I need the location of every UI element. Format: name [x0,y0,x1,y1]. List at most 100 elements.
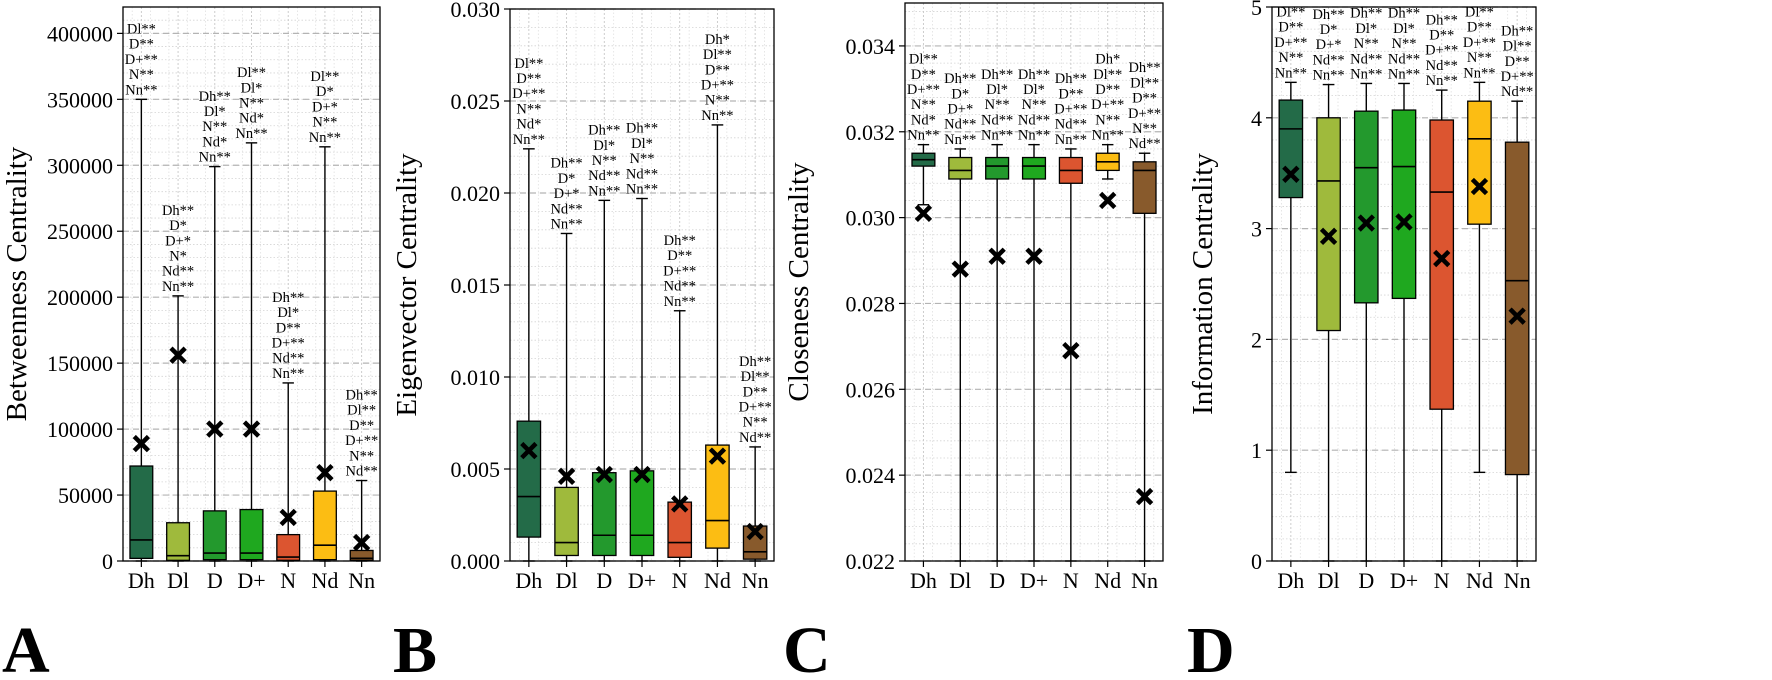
box-Nn: Dh**Dl**D**D+**N**Nd** [345,388,378,562]
significance-label: Dh** [588,123,620,139]
x-tick-label: Dh [910,568,937,593]
significance-label: D+** [1463,35,1496,51]
panel-letter: B [393,614,437,680]
significance-label: Nn** [199,150,231,166]
x-tick-label: D+ [628,568,656,593]
y-tick-label: 300000 [47,153,113,178]
y-tick-label: 0.022 [846,549,896,574]
y-tick-label: 0.020 [451,181,501,206]
y-tick-label: 0.030 [451,0,501,22]
significance-label: D** [276,320,301,336]
y-tick-label: 0.034 [846,34,896,59]
significance-label: D+** [125,52,158,68]
significance-label: Dh** [1312,7,1344,23]
significance-label: Dh** [664,233,696,249]
mean-marker [633,465,651,484]
mean-marker [1319,227,1338,246]
x-tick-label: D [1358,568,1374,593]
significance-label: Nd** [272,351,304,367]
x-tick-label: N [672,568,688,593]
significance-label: D+* [165,233,191,249]
x-tick-label: Nd [1466,568,1493,593]
significance-label: N** [592,153,617,169]
significance-label: Dl** [1093,67,1122,83]
significance-label: D+** [1054,102,1087,118]
box-iqr [202,510,227,561]
box-iqr [349,549,374,561]
significance-label: D** [1132,91,1157,107]
significance-label: D+** [739,400,772,416]
x-tick-label: Dh [128,568,155,593]
y-tick-label: 4 [1251,106,1262,131]
significance-label: Nn** [162,279,194,295]
y-tick-label: 250000 [47,219,113,244]
significance-label: Dl* [986,82,1008,98]
significance-label: Dh** [981,67,1013,83]
significance-label: N** [1022,97,1047,113]
y-tick-label: 0.015 [451,273,501,298]
box-N: Dh**D**D+**Nd**Nn** [1054,71,1087,562]
y-tick-label: 0.032 [846,120,896,145]
significance-label: Dl** [703,47,732,63]
y-tick-label: 0.026 [846,377,896,402]
y-tick-label: 200000 [47,285,113,310]
significance-label: D+* [1316,37,1342,53]
significance-label: D** [1095,82,1120,98]
y-tick-label: 2 [1251,327,1262,352]
significance-label: Nd** [588,168,620,184]
significance-label: Dh** [1018,67,1050,83]
box-D: Dh**Dl*N**Nd**Nn** [1350,6,1382,562]
panel-letter: A [2,614,50,680]
mean-marker [520,441,538,460]
significance-label: Dh** [1388,6,1420,22]
box-Nd: Dl**D*D+*N**Nn** [309,69,341,562]
x-tick-label: Dl [167,568,189,593]
box-iqr [629,470,655,557]
significance-label: Dl** [1276,5,1305,21]
y-tick-label: 50000 [58,483,113,508]
significance-label: Nn** [981,128,1013,144]
significance-label: N** [1467,50,1492,66]
significance-label: Nd** [1055,117,1087,133]
significance-label: Nd* [911,112,936,128]
significance-label: Nd** [1501,84,1533,100]
significance-label: D* [558,171,576,187]
significance-label: Dl** [237,65,266,81]
significance-label: D+** [1274,35,1307,51]
y-axis-label: Closeness Centrality [783,162,815,402]
significance-label: Nd** [1128,136,1160,152]
significance-label: Nn** [1350,66,1382,82]
significance-label: Dl* [1023,82,1045,98]
box-D: Dh**Dl*N**Nd*Nn** [199,89,231,562]
significance-label: D** [1467,20,1492,36]
significance-label: Dl* [631,136,653,152]
mean-marker [1282,165,1300,183]
box-Nd: Dh*Dl**D**D+**N**Nn** [701,32,734,562]
x-tick-label: D [989,568,1005,593]
x-tick-label: D+ [1020,568,1048,593]
y-tick-label: 0.010 [451,365,501,390]
significance-label: D** [705,62,730,78]
x-tick-label: Dh [1277,568,1304,593]
y-tick-label: 150000 [47,351,113,376]
box-N: Dh**D**D+**Nd**Nn** [663,233,696,562]
significance-label: Nd** [1312,52,1344,68]
significance-label: D+** [1501,69,1534,85]
significance-label: Dl** [1465,5,1494,21]
significance-label: N** [985,97,1010,113]
x-tick-label: Dh [515,568,542,593]
mean-marker [316,463,334,482]
box-iqr [667,501,693,558]
significance-label: D** [1429,28,1454,44]
y-tick-label: 100000 [47,417,113,442]
box-Dh: Dl**D**D+**N**Nd*Nn** [512,56,545,562]
significance-label: Nd* [202,134,227,150]
box-Dl: Dh**D*D+*Nd**Nn** [550,156,583,562]
significance-label: Nn** [235,126,267,142]
significance-label: N** [349,448,374,464]
mean-marker [557,467,576,486]
y-tick-label: 350000 [47,87,113,112]
significance-label: D* [951,86,969,102]
significance-label: Nn** [588,183,620,199]
significance-label: D+** [1128,106,1161,122]
